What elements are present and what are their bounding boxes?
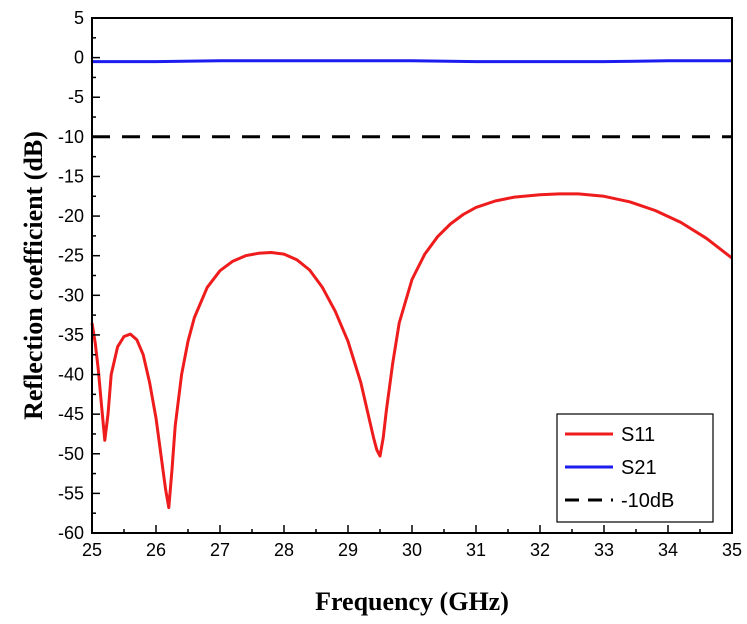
series-layer xyxy=(90,59,733,510)
x-tick-label: 27 xyxy=(210,540,230,560)
x-tick-label: 29 xyxy=(338,540,358,560)
y-tick-label: -40 xyxy=(58,365,84,385)
axes-layer: 25 26 27 28 29 30 31 32 33 34 35 5 0 -5 -10 -15 -20 -25 -3… xyxy=(58,8,742,560)
y-tick-label: 5 xyxy=(74,8,84,28)
y-tick-label: -25 xyxy=(58,246,84,266)
series-line-s11 xyxy=(90,192,733,510)
legend-label: S11 xyxy=(621,424,655,446)
x-tick-label: 34 xyxy=(658,540,678,560)
x-tick-label: 33 xyxy=(594,540,614,560)
y-tick-label: -15 xyxy=(58,166,84,186)
x-tick-label: 32 xyxy=(530,540,550,560)
y-tick-label: -5 xyxy=(68,87,84,107)
y-tick-label: -35 xyxy=(58,325,84,345)
y-tick-label: -50 xyxy=(58,444,84,464)
x-tick-label: 30 xyxy=(402,540,422,560)
x-axis-title: Frequency (GHz) xyxy=(315,587,509,616)
y-tick-label: -30 xyxy=(58,285,84,305)
y-axis-title: Reflection coefficient (dB) xyxy=(19,131,48,420)
x-tick-label: 28 xyxy=(274,540,294,560)
legend: S11 S21 -10dB xyxy=(556,413,714,523)
y-tick-label: -60 xyxy=(58,523,84,543)
y-tick-label: 0 xyxy=(74,48,84,68)
legend-label: S21 xyxy=(621,457,657,479)
x-tick-label: 25 xyxy=(82,540,102,560)
legend-label: -10dB xyxy=(621,490,674,512)
y-tick-label: -45 xyxy=(58,404,84,424)
y-tick-label: -20 xyxy=(58,206,84,226)
y-tick-label: -10 xyxy=(58,127,84,147)
series-line-s21 xyxy=(92,59,732,64)
x-tick-label: 26 xyxy=(146,540,166,560)
x-tick-label: 35 xyxy=(722,540,742,560)
y-tick-label: -55 xyxy=(58,483,84,503)
x-tick-label: 31 xyxy=(466,540,486,560)
